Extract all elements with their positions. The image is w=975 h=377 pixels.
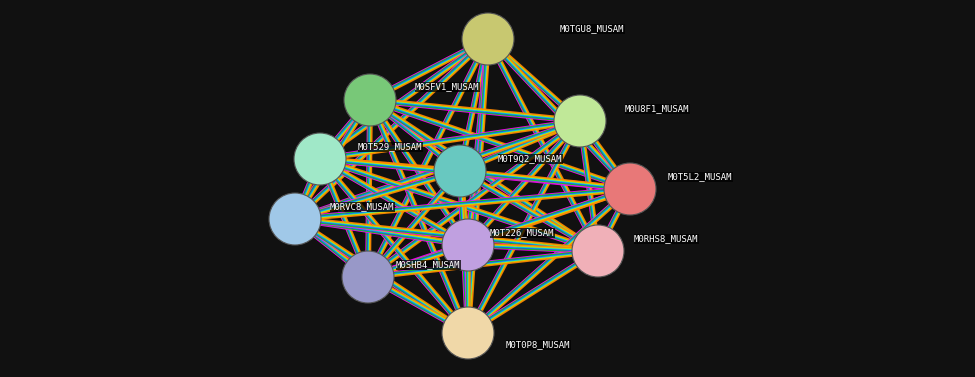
Text: M0SFV1_MUSAM: M0SFV1_MUSAM bbox=[415, 83, 480, 92]
Circle shape bbox=[442, 219, 494, 271]
Text: M0T9Q2_MUSAM: M0T9Q2_MUSAM bbox=[498, 155, 563, 164]
Text: M0U8F1_MUSAM: M0U8F1_MUSAM bbox=[625, 104, 689, 113]
Text: M0RVC8_MUSAM: M0RVC8_MUSAM bbox=[330, 202, 395, 211]
Text: M0T529_MUSAM: M0T529_MUSAM bbox=[358, 143, 422, 152]
Circle shape bbox=[344, 74, 396, 126]
Circle shape bbox=[462, 13, 514, 65]
Text: M0RHS8_MUSAM: M0RHS8_MUSAM bbox=[634, 234, 698, 244]
Circle shape bbox=[269, 193, 321, 245]
Circle shape bbox=[342, 251, 394, 303]
Circle shape bbox=[434, 145, 486, 197]
Text: M0T226_MUSAM: M0T226_MUSAM bbox=[490, 228, 555, 238]
Circle shape bbox=[442, 307, 494, 359]
Circle shape bbox=[604, 163, 656, 215]
Text: M0TGU8_MUSAM: M0TGU8_MUSAM bbox=[560, 25, 625, 34]
Circle shape bbox=[554, 95, 606, 147]
Circle shape bbox=[572, 225, 624, 277]
Circle shape bbox=[294, 133, 346, 185]
Text: M0T5L2_MUSAM: M0T5L2_MUSAM bbox=[668, 173, 732, 181]
Text: M0SHB4_MUSAM: M0SHB4_MUSAM bbox=[396, 261, 460, 270]
Text: M0T0P8_MUSAM: M0T0P8_MUSAM bbox=[506, 340, 570, 349]
